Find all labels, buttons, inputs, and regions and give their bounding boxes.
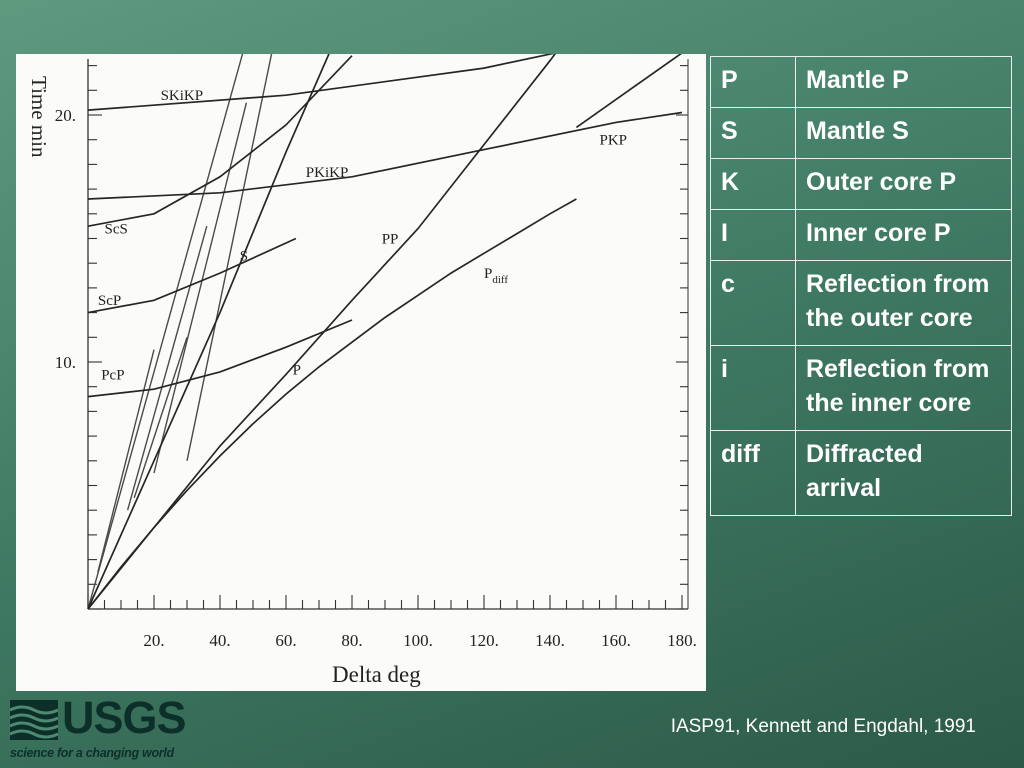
legend-row: I Inner core P [710,209,1012,261]
legend-symbol: S [710,107,796,159]
usgs-wave-icon [9,700,59,740]
figure-caption: IASP91, Kennett and Engdahl, 1991 [670,716,976,737]
legend-row: K Outer core P [710,158,1012,210]
legend-meaning: Mantle P [795,56,1012,108]
legend-row: c Reflection from the outer core [710,260,1012,346]
phase-label-text: S [240,249,248,265]
phase-legend-table: P Mantle P S Mantle S K Outer core P I Inner co… [710,56,1012,516]
phase-label-skikp: SKiKP [161,88,204,104]
phase-curve-p [87,198,577,610]
x-axis-label: Delta deg [332,662,421,687]
y-tick-label: 10. [55,353,76,372]
legend-row: i Reflection from the inner core [710,345,1012,431]
phase-label-pkikp: PKiKP [306,165,349,181]
phase-label-pp: PP [382,231,399,247]
legend-symbol: P [710,56,796,108]
phase-branch-curve [126,226,208,511]
x-tick-label: 80. [341,631,362,650]
phase-label-pkp: PKP [600,133,628,149]
x-tick-label: 60. [275,631,296,650]
usgs-logo: USGS science for a changing world [9,692,187,764]
usgs-wordmark: USGS [62,692,187,743]
phase-label-scs: ScS [105,222,128,238]
phase-label-text: PP [382,231,399,247]
phase-label-pcp: PcP [101,367,124,383]
phase-label-scp: ScP [98,293,121,309]
phase-label-text: PKiKP [306,165,349,181]
x-tick-label: 160. [601,631,631,650]
legend-meaning: Reflection from the outer core [795,260,1012,346]
legend-row: P Mantle P [710,56,1012,108]
legend-row: S Mantle S [710,107,1012,159]
phase-curve-pcp [87,319,353,398]
x-tick-label: 20. [143,631,164,650]
legend-meaning: Mantle S [795,107,1012,159]
phase-curve-pp [87,54,557,610]
phase-label-text: PKP [600,133,628,149]
legend-meaning: Outer core P [795,158,1012,210]
legend-symbol: diff [710,430,796,516]
phase-curve-scs [87,55,353,228]
legend-meaning: Diffracted arrival [795,430,1012,516]
phase-label-s: S [240,249,248,265]
legend-row: diff Diffracted arrival [710,430,1012,516]
phase-label-text: ScS [105,222,128,238]
phase-label-p: Pdiff [484,266,508,286]
phase-curve-skikp [87,54,555,111]
legend-symbol: i [710,345,796,431]
phase-label-subscript: diff [492,274,508,286]
phase-branch-curve [186,54,273,461]
travel-time-figure: 20. 40. 60. 80. 100. 120. 140. 160. 180. 10. 20. Ti… [16,54,706,691]
phase-label-text: SKiKP [161,88,204,104]
phase-label-text: P [293,362,301,378]
phase-label-text: ScP [98,293,121,309]
phase-label-p: P [293,362,301,378]
x-tick-label: 180. [667,631,697,650]
phase-curve-scp [87,237,297,314]
usgs-tagline: science for a changing world [10,746,174,760]
legend-meaning: Reflection from the inner core [795,345,1012,431]
x-tick-label: 100. [403,631,433,650]
phase-curve-pkp [575,54,682,129]
legend-symbol: I [710,209,796,261]
x-tick-label: 120. [469,631,499,650]
phase-branch-curve [97,349,155,573]
phase-branch-curve [153,102,248,474]
legend-meaning: Inner core P [795,209,1012,261]
phase-branch-curve [87,54,244,610]
x-tick-label: 40. [209,631,230,650]
x-tick-label: 140. [535,631,565,650]
y-axis-label: Time min [27,76,51,158]
phase-curve-s [87,54,330,610]
phase-curve-pkikp [87,111,683,200]
legend-symbol: c [710,260,796,346]
phase-branch-curve [133,337,188,499]
y-tick-label: 20. [55,106,76,125]
travel-time-plot: 20. 40. 60. 80. 100. 120. 140. 160. 180.10.20.Ti… [27,54,697,687]
legend-symbol: K [710,158,796,210]
phase-label-text: P [484,266,492,282]
phase-label-text: PcP [101,367,124,383]
